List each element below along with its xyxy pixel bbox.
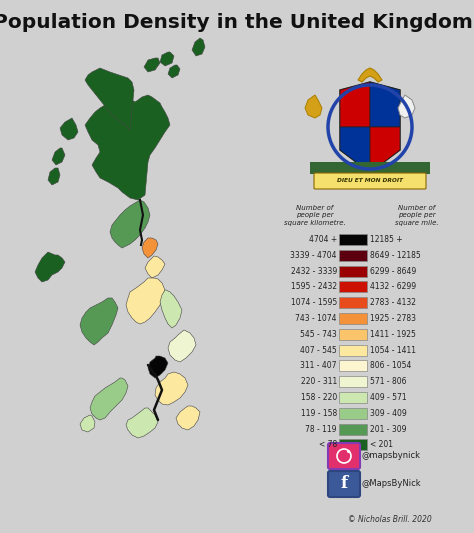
- Circle shape: [347, 450, 350, 453]
- Text: < 78: < 78: [319, 440, 337, 449]
- FancyBboxPatch shape: [314, 173, 426, 189]
- FancyBboxPatch shape: [285, 72, 463, 217]
- Text: 2432 - 3339: 2432 - 3339: [291, 266, 337, 276]
- Polygon shape: [340, 82, 400, 165]
- Polygon shape: [340, 82, 370, 127]
- Polygon shape: [168, 65, 180, 78]
- Polygon shape: [35, 252, 65, 282]
- FancyBboxPatch shape: [339, 265, 367, 277]
- FancyBboxPatch shape: [339, 439, 367, 450]
- Text: 6299 - 8649: 6299 - 8649: [370, 266, 416, 276]
- FancyBboxPatch shape: [339, 313, 367, 324]
- FancyBboxPatch shape: [339, 250, 367, 261]
- Polygon shape: [148, 356, 168, 378]
- Polygon shape: [305, 95, 322, 118]
- Text: © Nicholas Brill. 2020: © Nicholas Brill. 2020: [348, 515, 432, 524]
- Polygon shape: [110, 200, 150, 248]
- Polygon shape: [155, 372, 188, 405]
- Text: Population Density in the United Kingdom.: Population Density in the United Kingdom…: [0, 12, 474, 31]
- FancyBboxPatch shape: [339, 424, 367, 434]
- Polygon shape: [80, 298, 118, 345]
- FancyBboxPatch shape: [339, 345, 367, 356]
- Text: 311 - 407: 311 - 407: [301, 361, 337, 370]
- Text: DIEU ET MON DROIT: DIEU ET MON DROIT: [337, 179, 403, 183]
- Text: 201 - 309: 201 - 309: [370, 425, 407, 434]
- Text: 806 - 1054: 806 - 1054: [370, 361, 411, 370]
- Polygon shape: [60, 118, 78, 140]
- Polygon shape: [126, 408, 158, 438]
- Polygon shape: [192, 38, 205, 56]
- Text: 12185 +: 12185 +: [370, 235, 402, 244]
- Polygon shape: [52, 148, 65, 165]
- Polygon shape: [90, 378, 128, 420]
- FancyBboxPatch shape: [339, 376, 367, 387]
- Polygon shape: [145, 256, 165, 278]
- FancyBboxPatch shape: [339, 234, 367, 245]
- Polygon shape: [176, 406, 200, 430]
- Text: 119 - 158: 119 - 158: [301, 409, 337, 418]
- Text: 545 - 743: 545 - 743: [300, 330, 337, 339]
- Polygon shape: [85, 68, 134, 130]
- Text: 4132 - 6299: 4132 - 6299: [370, 282, 416, 292]
- Polygon shape: [168, 330, 196, 362]
- Text: < 201: < 201: [370, 440, 393, 449]
- FancyBboxPatch shape: [310, 162, 430, 174]
- Text: @mapsbynick: @mapsbynick: [362, 451, 421, 461]
- FancyBboxPatch shape: [328, 471, 360, 497]
- Text: 1074 - 1595: 1074 - 1595: [291, 298, 337, 307]
- Text: 1595 - 2432: 1595 - 2432: [291, 282, 337, 292]
- FancyBboxPatch shape: [339, 408, 367, 419]
- Text: 407 - 545: 407 - 545: [300, 345, 337, 354]
- Polygon shape: [144, 58, 160, 72]
- Polygon shape: [370, 127, 400, 165]
- Text: Number of
people per
square mile.: Number of people per square mile.: [395, 205, 439, 226]
- Text: 571 - 806: 571 - 806: [370, 377, 407, 386]
- FancyBboxPatch shape: [339, 392, 367, 403]
- Text: f: f: [340, 475, 347, 492]
- Text: 309 - 409: 309 - 409: [370, 409, 407, 418]
- Text: 8649 - 12185: 8649 - 12185: [370, 251, 421, 260]
- Polygon shape: [340, 127, 370, 165]
- Polygon shape: [48, 168, 60, 185]
- Text: 743 - 1074: 743 - 1074: [295, 314, 337, 323]
- Polygon shape: [85, 90, 170, 200]
- Polygon shape: [160, 290, 182, 328]
- Text: 220 - 311: 220 - 311: [301, 377, 337, 386]
- FancyBboxPatch shape: [339, 360, 367, 372]
- FancyBboxPatch shape: [339, 297, 367, 308]
- Polygon shape: [142, 238, 158, 258]
- Text: 78 - 119: 78 - 119: [306, 425, 337, 434]
- Polygon shape: [358, 68, 382, 82]
- Text: 3339 - 4704: 3339 - 4704: [291, 251, 337, 260]
- Polygon shape: [80, 415, 95, 432]
- Text: @MapsByNick: @MapsByNick: [362, 480, 422, 489]
- Text: 2783 - 4132: 2783 - 4132: [370, 298, 416, 307]
- Text: 1925 - 2783: 1925 - 2783: [370, 314, 416, 323]
- Text: 4704 +: 4704 +: [309, 235, 337, 244]
- FancyBboxPatch shape: [328, 443, 360, 469]
- Polygon shape: [398, 95, 415, 118]
- FancyBboxPatch shape: [339, 329, 367, 340]
- Text: Number of
people per
square kilometre.: Number of people per square kilometre.: [284, 205, 346, 226]
- Text: 158 - 220: 158 - 220: [301, 393, 337, 402]
- Polygon shape: [370, 82, 400, 127]
- Text: 409 - 571: 409 - 571: [370, 393, 407, 402]
- Polygon shape: [160, 52, 174, 66]
- FancyBboxPatch shape: [339, 281, 367, 293]
- Polygon shape: [126, 278, 165, 324]
- Text: 1411 - 1925: 1411 - 1925: [370, 330, 416, 339]
- Text: 1054 - 1411: 1054 - 1411: [370, 345, 416, 354]
